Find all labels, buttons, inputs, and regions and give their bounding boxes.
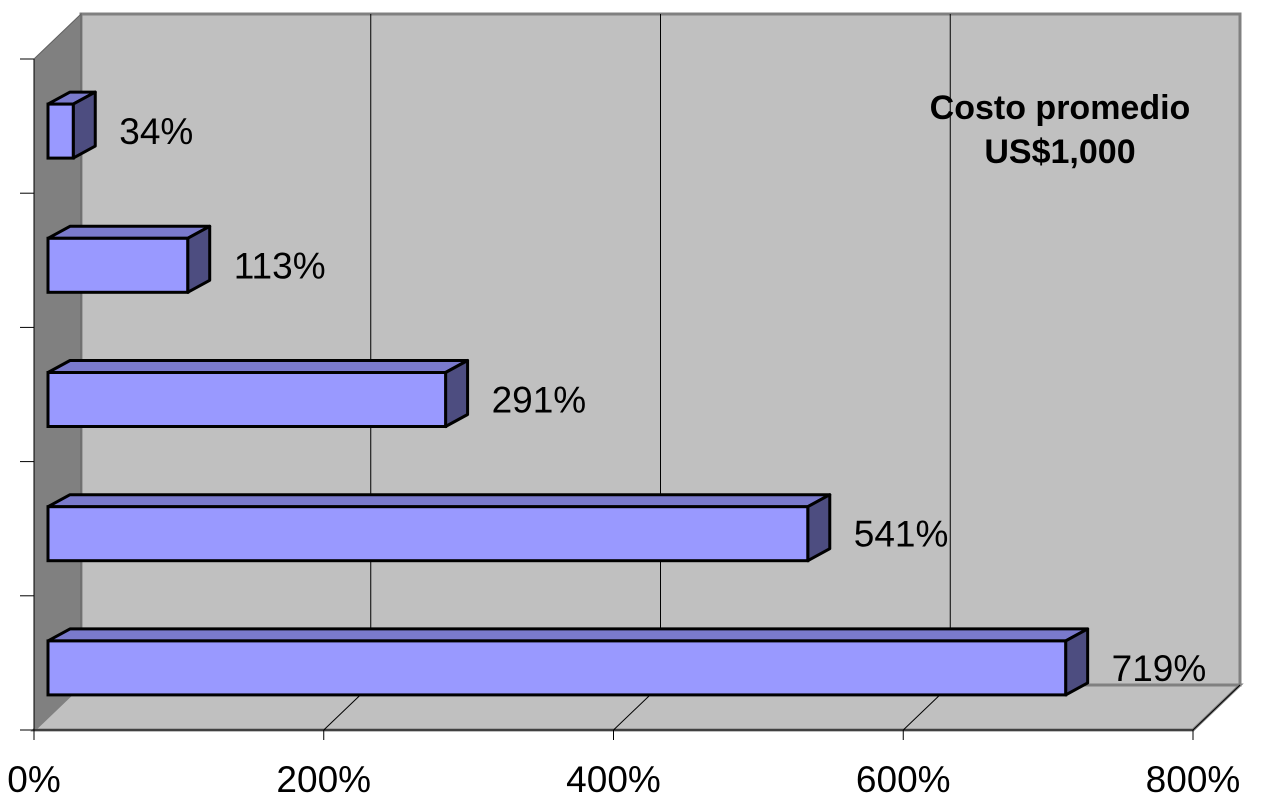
bar [46, 627, 1090, 697]
data-label: 719% [1112, 648, 1207, 689]
bar-front-face [46, 639, 1068, 697]
data-label: 291% [492, 380, 587, 421]
bar-top-face [46, 493, 832, 509]
bar-front-face [46, 102, 75, 160]
x-tick-label: 400% [566, 759, 661, 800]
x-tick-label: 600% [856, 759, 951, 800]
chart-annotation: Costo promedio US$1,000 [890, 86, 1230, 174]
bar-front-face [46, 371, 448, 428]
bar-side-face [806, 493, 832, 563]
data-labels: 34% 113% 291% 541% 719% [119, 111, 1206, 689]
bars [46, 90, 1090, 697]
x-tick-label: 200% [276, 759, 371, 800]
bar-side-face [1064, 627, 1090, 697]
bar-top-face [46, 627, 1090, 643]
axes: 0% 200% 400% 600% 800% [7, 58, 1241, 800]
bar-top-face [46, 224, 212, 240]
data-label: 113% [234, 245, 326, 286]
x-tick-label: 0% [7, 759, 60, 800]
bar-front-face [46, 505, 810, 563]
data-label: 34% [119, 111, 193, 152]
x-tick-label: 800% [1146, 759, 1241, 800]
bar-side-face [71, 90, 97, 160]
bar-side-face [444, 359, 470, 428]
annotation-line-1: Costo promedio [929, 89, 1191, 127]
data-label: 541% [854, 514, 949, 555]
bar-front-face [46, 236, 190, 294]
bar [46, 224, 212, 294]
bar [46, 359, 470, 428]
gridline-floor [1192, 684, 1241, 731]
bar [46, 90, 97, 160]
bar-top-face [46, 359, 470, 374]
annotation-line-2: US$1,000 [984, 133, 1136, 171]
bar [46, 493, 832, 563]
bar-side-face [186, 224, 212, 294]
